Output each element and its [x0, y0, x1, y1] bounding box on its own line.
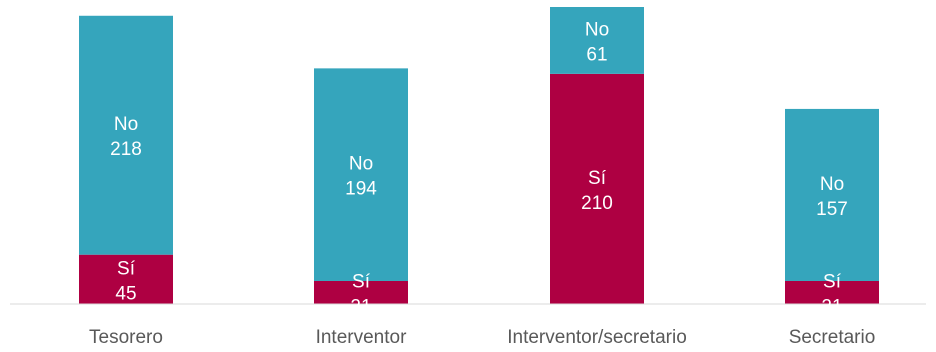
segment-series-label: Sí [823, 271, 842, 292]
bar-no-3 [785, 108, 879, 281]
segment-value-label: 61 [586, 44, 607, 65]
bars-layer [79, 7, 879, 304]
category-label: Interventor [316, 327, 407, 348]
bar-si-3 [785, 280, 879, 304]
segment-series-label: No [349, 154, 373, 175]
category-label: Tesorero [89, 327, 163, 348]
bar-si-0 [79, 254, 173, 304]
segment-series-label: No [114, 114, 138, 135]
segment-series-label: Sí [352, 271, 371, 292]
labels-layer: Sí 45 No 218 Tesorero Sí 21 No 194 Interventor Sí 2… [89, 19, 875, 348]
bar-no-0 [79, 15, 173, 255]
segment-value-label: 45 [115, 283, 136, 304]
segment-value-label: 21 [350, 296, 371, 317]
category-label: Secretario [789, 327, 876, 348]
segment-series-label: Sí [117, 258, 136, 279]
bar-no-1 [314, 68, 408, 281]
segment-series-label: No [820, 174, 844, 195]
bar-si-2 [550, 73, 644, 304]
bar-si-1 [314, 280, 408, 304]
segment-value-label: 210 [581, 193, 613, 214]
segment-series-label: Sí [588, 168, 607, 189]
bar-no-2 [550, 7, 644, 74]
category-label: Interventor/secretario [507, 327, 687, 348]
segment-value-label: 194 [345, 179, 377, 200]
segment-value-label: 218 [110, 139, 142, 160]
segment-value-label: 21 [821, 296, 842, 317]
segment-series-label: No [585, 19, 609, 40]
segment-value-label: 157 [816, 199, 848, 220]
